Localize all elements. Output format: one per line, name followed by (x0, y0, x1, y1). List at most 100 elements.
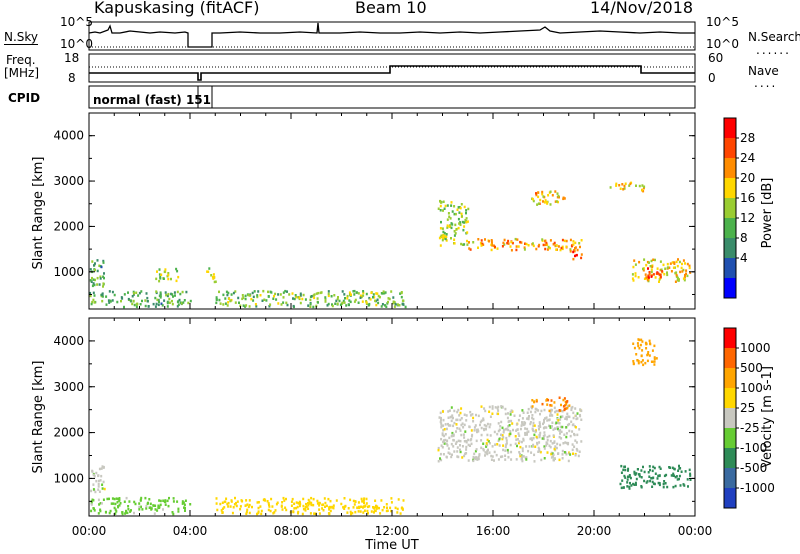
data-cell (467, 459, 470, 462)
data-cell (113, 506, 116, 510)
data-cell (377, 301, 380, 305)
data-cell (683, 276, 686, 279)
data-cell (642, 363, 645, 367)
data-cell (154, 504, 157, 507)
data-cell (490, 240, 493, 243)
data-cell (329, 509, 332, 513)
data-cell (462, 228, 465, 232)
data-cell (558, 409, 561, 412)
data-cell (530, 405, 533, 409)
data-cell (550, 456, 553, 459)
data-cell (482, 418, 485, 422)
power-ylabel: Slant Range [km] (31, 157, 46, 270)
data-cell (373, 296, 376, 299)
data-cell (215, 497, 218, 500)
data-cell (368, 296, 371, 300)
data-cell (556, 426, 559, 429)
data-cell (470, 438, 473, 441)
data-cell (545, 416, 548, 419)
data-cell (645, 276, 648, 279)
data-cell (102, 282, 105, 285)
data-cell (144, 299, 147, 302)
data-cell (521, 455, 524, 458)
y-tick-label: 4000 (53, 334, 84, 348)
data-cell (529, 421, 532, 424)
data-cell (440, 458, 443, 462)
data-cell (226, 293, 229, 297)
data-cell (689, 478, 692, 481)
data-cell (559, 425, 562, 429)
data-cell (357, 510, 360, 513)
data-cell (352, 506, 355, 509)
data-cell (498, 428, 501, 431)
data-cell (153, 512, 156, 515)
data-cell (103, 272, 105, 275)
data-cell (460, 407, 463, 410)
data-cell (451, 453, 453, 456)
data-cell (545, 399, 548, 402)
data-cell (535, 193, 538, 197)
data-cell (109, 299, 112, 303)
data-cell (251, 291, 254, 295)
data-cell (447, 424, 450, 427)
data-cell (541, 192, 544, 196)
data-cell (212, 277, 215, 280)
data-cell (375, 504, 377, 508)
data-cell (567, 405, 569, 408)
data-cell (97, 488, 100, 491)
data-cell (448, 436, 451, 440)
data-cell (622, 188, 625, 191)
nsky-tick-bottom: 10^0 (60, 37, 93, 51)
data-cell (112, 502, 115, 505)
data-cell (346, 511, 349, 514)
data-cell (642, 465, 644, 469)
data-cell (216, 508, 219, 512)
data-cell (164, 268, 167, 271)
data-cell (561, 410, 564, 413)
data-cell (101, 293, 104, 296)
data-cell (183, 299, 186, 302)
data-cell (561, 453, 564, 456)
data-cell (637, 360, 640, 363)
data-cell (560, 430, 563, 434)
data-cell (688, 266, 691, 270)
data-cell (444, 237, 447, 241)
data-cell (676, 478, 679, 481)
data-cell (442, 233, 445, 237)
data-cell (108, 301, 111, 304)
data-cell (286, 290, 288, 293)
data-cell (392, 296, 395, 299)
data-cell (480, 446, 483, 450)
data-cell (485, 442, 488, 445)
data-cell (161, 304, 164, 307)
data-cell (259, 505, 262, 508)
data-cell (465, 209, 468, 212)
data-cell (458, 414, 461, 417)
data-cell (400, 291, 403, 295)
data-cell (550, 413, 553, 417)
data-cell (257, 290, 260, 293)
data-cell (656, 477, 659, 480)
data-cell (333, 294, 336, 297)
data-cell (459, 411, 462, 415)
colorbar-tick-label: -100 (740, 441, 767, 455)
data-cell (396, 511, 399, 514)
data-cell (634, 272, 637, 275)
data-cell (248, 503, 251, 507)
data-cell (380, 499, 383, 502)
data-cell (171, 299, 173, 303)
data-cell (558, 422, 561, 425)
data-cell (508, 434, 511, 438)
data-cell (484, 238, 486, 241)
data-cell (170, 292, 173, 296)
data-cell (120, 299, 122, 303)
data-cell (101, 295, 104, 298)
data-cell (517, 441, 520, 445)
data-cell (646, 278, 649, 282)
data-cell (382, 290, 385, 293)
data-cell (527, 244, 530, 247)
data-cell (539, 450, 542, 454)
data-cell (678, 477, 680, 481)
colorbar-segment (724, 238, 736, 258)
data-cell (567, 459, 570, 463)
